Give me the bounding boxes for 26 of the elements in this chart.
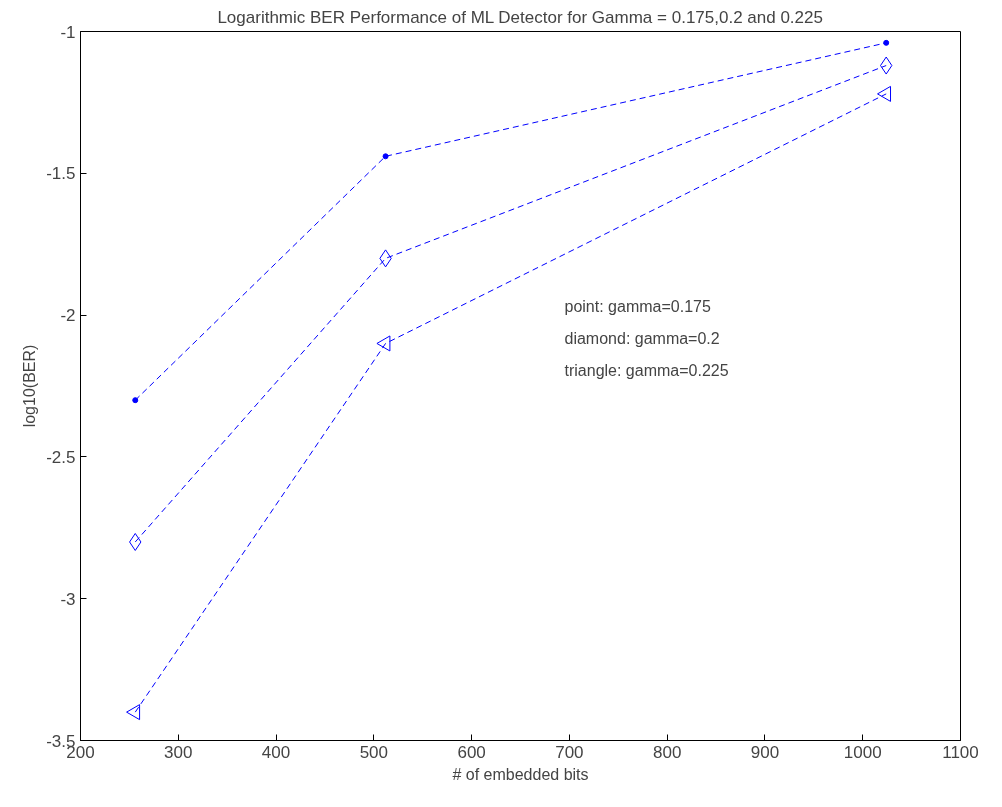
x-tick-label: 800	[652, 742, 682, 762]
y-tick-label: -1.5	[46, 164, 76, 184]
point	[376, 335, 391, 352]
x-tick-label: 700	[555, 742, 584, 762]
x-tick-label: 300	[164, 742, 193, 762]
y-tick-label: -2	[60, 306, 76, 326]
x-axis-title: # of embedded bits	[452, 765, 589, 783]
y-tick-label: -3	[60, 589, 76, 609]
x-tick-label: 500	[359, 742, 389, 762]
point	[132, 397, 139, 404]
point	[883, 39, 890, 46]
x-tick-label: 900	[750, 742, 780, 762]
point	[877, 85, 892, 102]
y-tick-label: -2.5	[46, 447, 76, 467]
annotation: diamond: gamma=0.2	[564, 330, 720, 348]
x-tick-label: 1100	[942, 742, 979, 762]
annotation: point: gamma=0.175	[564, 298, 711, 316]
x-tick-label: 400	[261, 742, 291, 762]
x-tick-label: 1000	[843, 742, 882, 762]
chart-title: Logarithmic BER Performance of ML Detector for Gamma = 0.175,0.2 and 0.225	[217, 7, 823, 27]
point	[126, 704, 141, 721]
y-axis-title: log10(BER)	[21, 344, 39, 428]
x-tick-label: 600	[457, 742, 486, 762]
y-tick-label: -1	[60, 22, 76, 42]
point	[382, 153, 389, 160]
annotation: triangle: gamma=0.225	[564, 361, 729, 379]
